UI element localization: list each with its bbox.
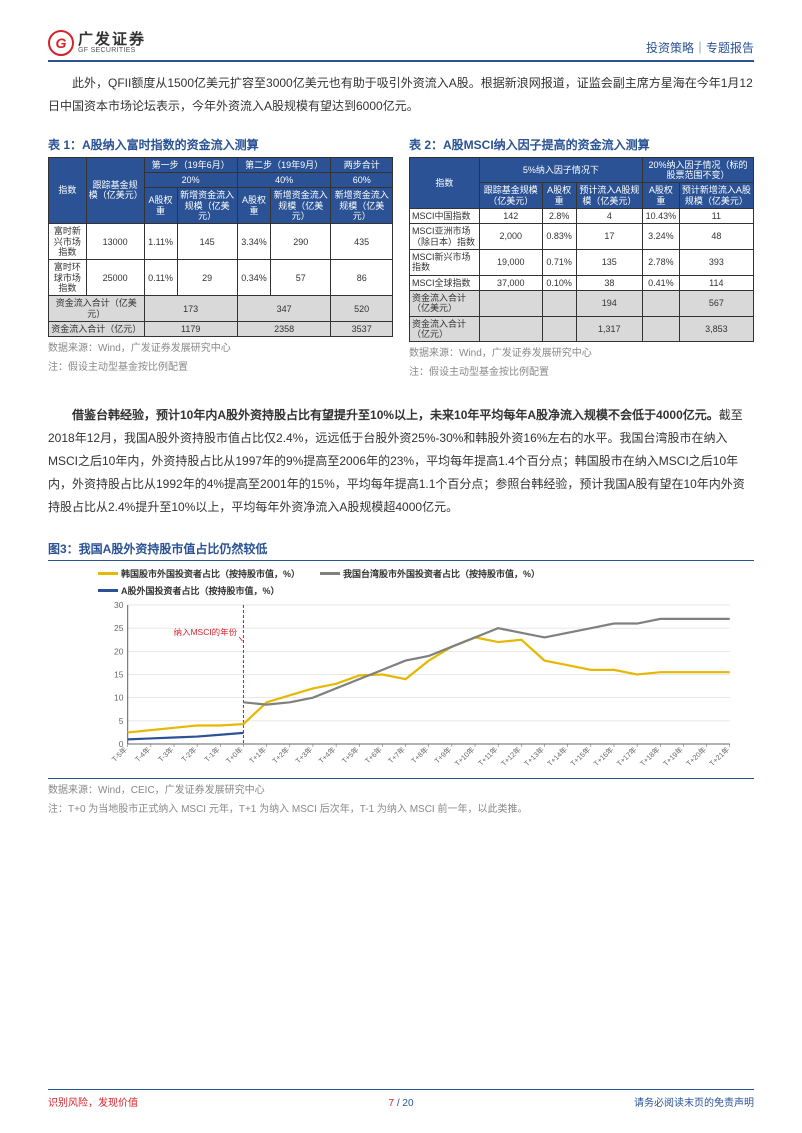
table1-note: 注：假设主动型基金按比例配置 bbox=[48, 360, 393, 375]
svg-text:T+20年: T+20年 bbox=[684, 746, 708, 769]
legend-label: A股外国投资者占比（按持股市值，%） bbox=[121, 584, 280, 597]
table-row: MSCI新兴市场指数19,0000.71%1352.78%393 bbox=[410, 250, 754, 276]
svg-text:T-2年: T-2年 bbox=[179, 746, 198, 764]
header-category: 投资策略｜专题报告 bbox=[646, 39, 754, 56]
svg-text:T-1年: T-1年 bbox=[202, 746, 221, 764]
svg-text:纳入MSCI的年份: 纳入MSCI的年份 bbox=[174, 628, 238, 638]
table2: 指数 5%纳入因子情况下 20%纳入因子情况（标的股票范围不变） 跟踪基金规模（… bbox=[409, 157, 754, 343]
body-paragraph: 借鉴台韩经验，预计10年内A股外资持股占比有望提升至10%以上，未来10年平均每… bbox=[48, 404, 754, 518]
svg-text:T-3年: T-3年 bbox=[156, 746, 175, 764]
svg-text:T+13年: T+13年 bbox=[522, 746, 546, 769]
page-header: G 广发证券 GF SECURITIES 投资策略｜专题报告 bbox=[48, 30, 754, 62]
body-lead: 借鉴台韩经验，预计10年内A股外资持股占比有望提升至10%以上，未来10年平均每… bbox=[72, 408, 719, 422]
svg-text:T+18年: T+18年 bbox=[638, 746, 662, 769]
table-row: 资金流入合计（亿元）1,3173,853 bbox=[410, 316, 754, 342]
line-chart: 051015202530纳入MSCI的年份T-5年T-4年T-3年T-2年T-1… bbox=[98, 599, 734, 774]
figure3-source: 数据来源：Wind，CEIC，广发证券发展研究中心 bbox=[48, 783, 754, 798]
legend-swatch-icon bbox=[98, 572, 118, 575]
body-rest: 截至2018年12月，我国A股外资持股市值占比仅2.4%，远远低于台股外资25%… bbox=[48, 408, 745, 513]
svg-text:T+11年: T+11年 bbox=[476, 746, 499, 768]
svg-text:T+2年: T+2年 bbox=[270, 746, 291, 766]
legend-swatch-icon bbox=[98, 589, 118, 592]
svg-text:T+12年: T+12年 bbox=[499, 746, 523, 769]
figure3-caption: 图3：我国A股外资持股市值占比仍然较低 bbox=[48, 540, 754, 561]
table-row: 资金流入合计（亿美元） 173 347 520 bbox=[49, 296, 393, 322]
legend-label: 韩国股市外国投资者占比（按持股市值，%） bbox=[121, 567, 300, 580]
svg-text:T+16年: T+16年 bbox=[592, 746, 616, 769]
figure3: 图3：我国A股外资持股市值占比仍然较低 韩国股市外国投资者占比（按持股市值，%）… bbox=[48, 540, 754, 817]
svg-text:25: 25 bbox=[114, 625, 124, 634]
logo-mark-icon: G bbox=[48, 30, 74, 56]
table-row: MSCI亚洲市场（除日本）指数2,0000.83%173.24%48 bbox=[410, 224, 754, 250]
svg-text:T+17年: T+17年 bbox=[615, 746, 639, 769]
svg-text:T-4年: T-4年 bbox=[133, 746, 152, 764]
table2-source: 数据来源：Wind，广发证券发展研究中心 bbox=[409, 346, 754, 361]
intro-paragraph: 此外，QFII额度从1500亿美元扩容至3000亿美元也有助于吸引外资流入A股。… bbox=[48, 72, 754, 118]
svg-text:30: 30 bbox=[114, 602, 124, 611]
svg-text:T+14年: T+14年 bbox=[545, 746, 569, 769]
table-row: 资金流入合计（亿美元）194567 bbox=[410, 291, 754, 317]
svg-text:20: 20 bbox=[114, 648, 124, 657]
svg-text:T+15年: T+15年 bbox=[568, 746, 592, 769]
table-row: 资金流入合计（亿元） 1179 2358 3537 bbox=[49, 322, 393, 337]
svg-text:10: 10 bbox=[114, 694, 124, 703]
svg-text:T+4年: T+4年 bbox=[317, 746, 338, 766]
svg-text:T+5年: T+5年 bbox=[340, 746, 361, 766]
chart-legend: 韩国股市外国投资者占比（按持股市值，%） 我国台湾股市外国投资者占比（按持股市值… bbox=[98, 567, 754, 597]
logo: G 广发证券 GF SECURITIES bbox=[48, 30, 146, 56]
legend-label: 我国台湾股市外国投资者占比（按持股市值，%） bbox=[343, 567, 540, 580]
table-row: 富时环球市场指数 25000 0.11% 29 0.34% 57 86 bbox=[49, 260, 393, 296]
logo-en: GF SECURITIES bbox=[78, 47, 146, 54]
svg-text:T+8年: T+8年 bbox=[409, 746, 430, 766]
figure3-note: 注：T+0 为当地股市正式纳入 MSCI 元年，T+1 为纳入 MSCI 后次年… bbox=[48, 802, 754, 817]
svg-text:T+7年: T+7年 bbox=[386, 746, 407, 766]
svg-text:T+9年: T+9年 bbox=[432, 746, 453, 766]
legend-swatch-icon bbox=[320, 572, 340, 575]
table-row: MSCI中国指数1422.8%410.43%11 bbox=[410, 208, 754, 223]
table1: 指数 跟踪基金规模（亿美元） 第一步（19年6月） 第二步（19年9月） 两步合… bbox=[48, 157, 393, 338]
svg-text:T+19年: T+19年 bbox=[661, 746, 685, 769]
table1-source: 数据来源：Wind，广发证券发展研究中心 bbox=[48, 341, 393, 356]
svg-text:T+3年: T+3年 bbox=[293, 746, 314, 766]
logo-cn: 广发证券 bbox=[78, 32, 146, 47]
table1-caption: 表 1：A股纳入富时指数的资金流入测算 bbox=[48, 136, 393, 153]
table2-caption: 表 2：A股MSCI纳入因子提高的资金流入测算 bbox=[409, 136, 754, 153]
svg-text:T+6年: T+6年 bbox=[363, 746, 384, 766]
svg-text:T+0年: T+0年 bbox=[224, 746, 245, 766]
page-number: 7 / 20 bbox=[0, 1094, 802, 1109]
svg-text:15: 15 bbox=[114, 671, 124, 680]
svg-text:T+10年: T+10年 bbox=[453, 746, 477, 769]
table-row: 富时新兴市场指数 13000 1.11% 145 3.34% 290 435 bbox=[49, 224, 393, 260]
svg-text:T+21年: T+21年 bbox=[707, 746, 731, 769]
svg-text:T-5年: T-5年 bbox=[110, 746, 129, 764]
table2-note: 注：假设主动型基金按比例配置 bbox=[409, 365, 754, 380]
svg-text:5: 5 bbox=[119, 717, 124, 726]
table-row: MSCI全球指数37,0000.10%380.41%114 bbox=[410, 275, 754, 290]
svg-text:T+1年: T+1年 bbox=[247, 746, 268, 766]
